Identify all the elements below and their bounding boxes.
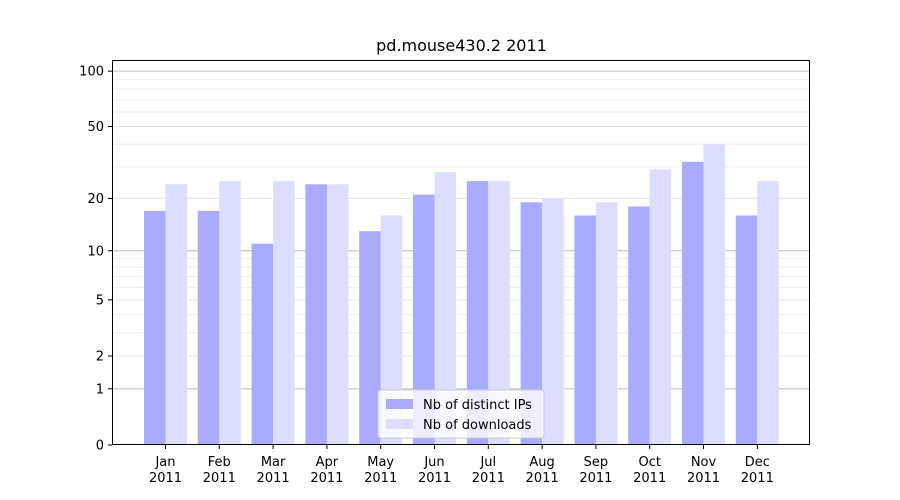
x-tick-label-month: Feb [208,455,231,470]
legend: Nb of distinct IPs Nb of downloads [377,389,545,439]
legend-label: Nb of distinct IPs [423,398,532,413]
legend-swatch [386,419,413,429]
y-tick-label: 5 [96,293,104,308]
bar-ips [197,210,220,445]
bar-downloads [380,215,403,445]
y-tick-label: 10 [87,244,104,259]
x-tick-label-year: 2011 [633,471,666,486]
bars [144,144,779,445]
x-tick-label-month: Nov [691,455,717,470]
bar-downloads [757,181,779,445]
x-tick-label-month: Sep [584,455,609,470]
x-tick-label-month: Apr [316,455,339,470]
y-tick-label: 2 [96,350,104,365]
x-tick-label-month: Oct [638,455,660,470]
bar-downloads [165,184,187,445]
x-tick-label-year: 2011 [257,471,290,486]
y-axis: 0 1 2 5 10 20 50 100 [79,65,112,454]
bar-ips [628,206,650,445]
plot-frame [112,60,810,445]
x-tick-label-year: 2011 [741,471,774,486]
bar-downloads [219,181,241,445]
x-tick-label-month: Dec [745,455,770,470]
bar-ips [682,161,704,445]
x-tick-label-year: 2011 [526,471,559,486]
bar-ips [144,210,166,445]
bar-ips [305,184,327,445]
y-tick-label: 1 [96,382,104,397]
y-tick-label: 0 [96,439,104,454]
y-tick-label: 50 [87,120,104,135]
bar-ips [735,215,758,445]
x-tick-label-month: Jan [154,455,175,470]
x-axis: Jan2011Feb2011Mar2011Apr2011May2011Jun20… [149,445,774,486]
x-tick-label-year: 2011 [579,471,612,486]
bar-downloads [326,184,349,445]
x-tick-label-year: 2011 [203,471,236,486]
chart-title: pd.mouse430.2 2011 [376,36,547,55]
x-tick-label-month: Aug [529,455,554,470]
x-tick-label-year: 2011 [310,471,343,486]
x-tick-label-year: 2011 [472,471,505,486]
x-tick-label-month: Mar [261,455,286,470]
x-tick-label-month: Jun [423,455,444,470]
bar-downloads [703,144,725,445]
y-tick-label: 20 [87,192,104,207]
x-tick-label-year: 2011 [687,471,720,486]
y-tick-label: 100 [79,65,104,80]
bar-ips [520,202,543,445]
x-tick-label-month: May [367,455,394,470]
bar-ips [466,181,489,445]
bar-downloads [649,169,672,445]
bar-ips [359,231,381,445]
bar-downloads [434,172,456,445]
legend-swatch [386,399,413,409]
legend-label: Nb of downloads [423,418,532,433]
bar-ips [413,194,435,445]
bar-ips [574,215,596,445]
legend-box [377,389,545,439]
x-tick-label-year: 2011 [418,471,451,486]
bar-downloads [542,198,564,445]
x-tick-label-year: 2011 [149,471,182,486]
bar-downloads [273,181,295,445]
bar-downloads [488,181,510,445]
bar-ips [251,243,274,445]
x-tick-label-month: Jul [479,455,496,470]
x-tick-label-year: 2011 [364,471,397,486]
bar-downloads [595,202,618,445]
